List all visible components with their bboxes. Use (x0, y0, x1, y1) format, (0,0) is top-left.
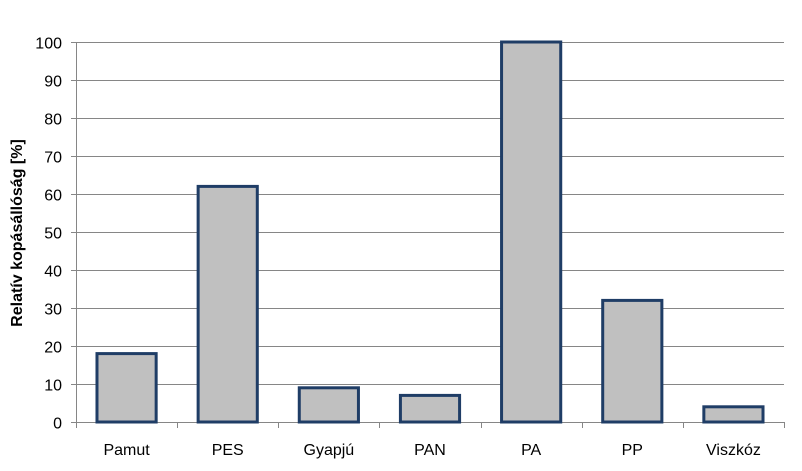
bar-viszkóz (702, 405, 765, 424)
y-tick-label: 10 (44, 378, 62, 395)
bar-pan (398, 393, 462, 424)
x-tick-label: PES (212, 442, 244, 459)
bars (95, 40, 765, 424)
y-tick-label: 80 (44, 112, 62, 129)
x-tick-label: Viszkóz (706, 442, 761, 459)
y-tick-label: 30 (44, 302, 62, 319)
x-tick-label: PA (521, 442, 541, 459)
y-tick-label: 100 (35, 36, 62, 53)
axes (71, 42, 785, 428)
x-tick-labels: Pamut PES Gyapjú PAN PA PP Viszkóz (103, 442, 760, 459)
bar-pa (500, 40, 563, 424)
bar-gyapjú (297, 386, 360, 424)
bar-pes (196, 184, 259, 424)
y-tick-label: 50 (44, 226, 62, 243)
x-tick-label: PP (622, 442, 643, 459)
y-tick-label: 70 (44, 150, 62, 167)
y-tick-label: 90 (44, 74, 62, 91)
y-tick-label: 20 (44, 340, 62, 357)
x-tick-label: Pamut (103, 442, 150, 459)
bar-pamut (95, 352, 158, 424)
gridlines (76, 42, 784, 385)
x-tick-label: PAN (414, 442, 446, 459)
x-tick-label: Gyapjú (304, 442, 355, 459)
y-tick-label: 0 (53, 416, 62, 433)
y-tick-label: 60 (44, 188, 62, 205)
y-axis-title: Relatív kopásállóság [%] (9, 139, 26, 327)
bar-pp (601, 298, 664, 424)
y-tick-label: 40 (44, 264, 62, 281)
y-tick-labels: 0 10 20 30 40 50 60 70 80 90 100 (35, 36, 62, 433)
